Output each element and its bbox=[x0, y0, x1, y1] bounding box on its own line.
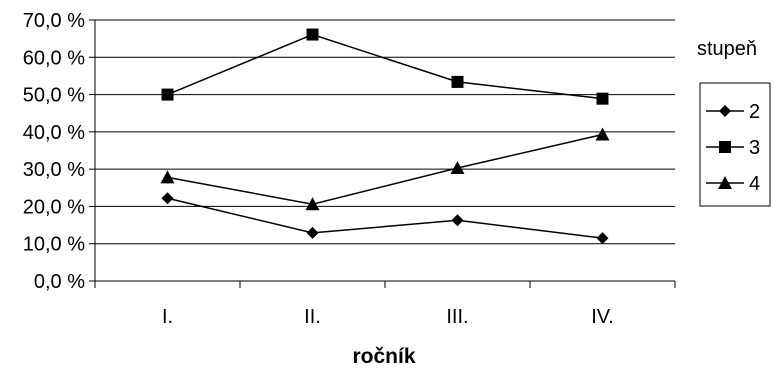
data-point bbox=[305, 197, 320, 211]
data-point bbox=[306, 28, 319, 41]
legend-marker bbox=[718, 176, 732, 189]
data-point bbox=[595, 127, 610, 141]
y-tick-label: 30,0 % bbox=[23, 159, 85, 181]
data-point bbox=[596, 232, 609, 245]
legend-label: 2 bbox=[749, 101, 760, 123]
series-2 bbox=[161, 192, 609, 245]
legend-marker bbox=[719, 105, 731, 117]
y-tick-label: 0,0 % bbox=[34, 271, 85, 293]
series-group bbox=[160, 28, 610, 245]
y-tick-label: 40,0 % bbox=[23, 122, 85, 144]
legend-label: 3 bbox=[749, 137, 760, 159]
legend-box bbox=[699, 82, 771, 207]
gridlines bbox=[95, 19, 675, 245]
series-line bbox=[167, 197, 603, 239]
data-point bbox=[450, 161, 465, 175]
series-3 bbox=[161, 28, 609, 105]
legend-title: stupeň bbox=[697, 38, 757, 60]
axes bbox=[89, 19, 676, 288]
y-tick-label: 50,0 % bbox=[23, 85, 85, 107]
x-tick-label: IV. bbox=[591, 306, 614, 328]
series-4 bbox=[160, 127, 610, 211]
legend: 2 3 4 bbox=[699, 82, 771, 207]
y-tick-label: 60,0 % bbox=[23, 47, 85, 69]
legend-item: 3 bbox=[706, 137, 760, 159]
x-tick-label: I. bbox=[162, 306, 173, 328]
data-point bbox=[160, 170, 175, 184]
legend-item: 4 bbox=[706, 173, 760, 195]
legend-label: 4 bbox=[749, 173, 760, 195]
y-tick-label: 10,0 % bbox=[23, 234, 85, 256]
legend-item: 2 bbox=[706, 101, 760, 123]
legend-marker bbox=[719, 141, 731, 153]
y-tick-label: 20,0 % bbox=[23, 196, 85, 218]
y-tick-label: 70,0 % bbox=[23, 10, 85, 32]
data-point bbox=[451, 214, 464, 227]
series-line bbox=[167, 133, 603, 205]
data-point bbox=[161, 88, 174, 101]
data-point bbox=[451, 75, 464, 88]
series-line bbox=[167, 33, 603, 100]
x-tick-label: III. bbox=[446, 306, 468, 328]
data-point bbox=[161, 192, 174, 205]
tick-labels: 0,0 % 10,0 % 20,0 % 30,0 % 40,0 % 50,0 % 60,0 … bbox=[23, 10, 614, 328]
x-axis-title: ročník bbox=[352, 345, 415, 368]
x-tick-label: II. bbox=[304, 306, 321, 328]
data-point bbox=[306, 226, 319, 239]
data-point bbox=[596, 92, 609, 105]
